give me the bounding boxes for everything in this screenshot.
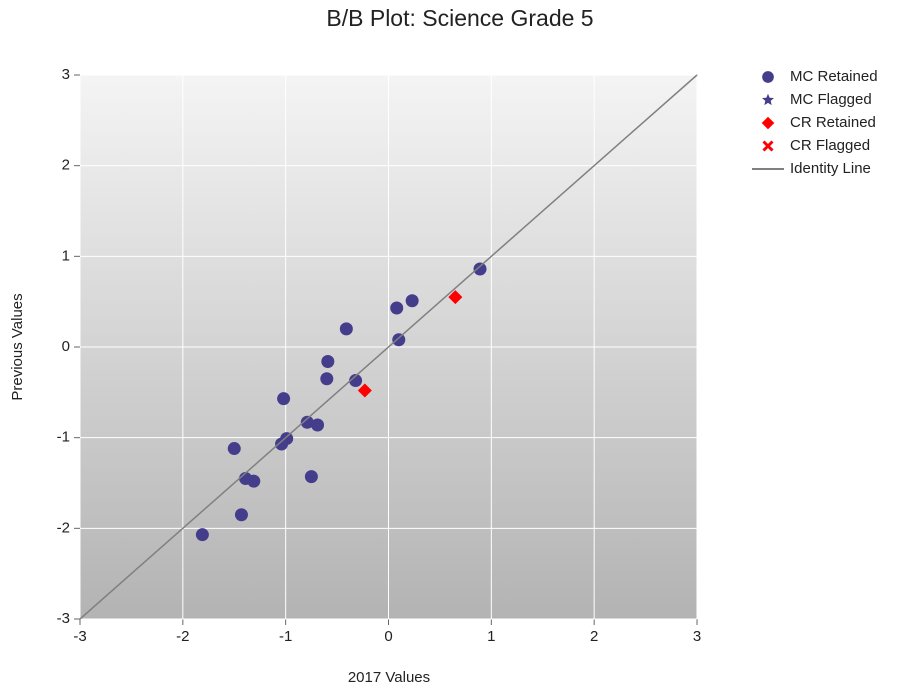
data-point [448, 290, 463, 305]
legend-symbol [762, 140, 774, 152]
data-point [392, 333, 406, 347]
data-point [227, 442, 241, 456]
data-point [247, 474, 261, 488]
y-tick-label: 0 [62, 338, 70, 355]
data-point [311, 418, 325, 432]
data-point [300, 415, 314, 429]
data-point [390, 301, 404, 315]
data-point [195, 528, 209, 542]
y-tick-label: 3 [62, 66, 70, 83]
data-point [405, 294, 419, 308]
data-point [320, 372, 334, 386]
data-point [234, 508, 248, 522]
x-tick-label: 1 [487, 628, 495, 645]
x-axis-label: 2017 Values [348, 669, 430, 686]
legend-symbol [761, 116, 775, 130]
legend-label: CR Retained [790, 114, 876, 131]
data-point [349, 374, 363, 388]
data-point [473, 262, 487, 276]
legend-label: MC Flagged [790, 91, 872, 108]
x-tick-label: -3 [73, 628, 86, 645]
x-tick-label: 2 [590, 628, 598, 645]
y-tick-label: -1 [57, 429, 70, 446]
x-tick-label: 0 [384, 628, 392, 645]
y-tick-label: -3 [57, 610, 70, 627]
legend-label: CR Flagged [790, 137, 870, 154]
legend-label: MC Retained [790, 68, 878, 85]
data-point [304, 470, 318, 484]
legend-label: Identity Line [790, 160, 871, 177]
data-point [275, 437, 289, 451]
identity-line [79, 74, 698, 620]
data-point [357, 383, 372, 398]
y-tick-label: -2 [57, 519, 70, 536]
legend-symbol [762, 93, 774, 106]
x-tick-label: 3 [693, 628, 701, 645]
chart-title: B/B Plot: Science Grade 5 [326, 5, 593, 31]
y-axis-label: Previous Values [9, 293, 26, 400]
y-tick-label: 1 [62, 247, 70, 264]
y-tick-label: 2 [62, 157, 70, 174]
data-point [321, 355, 335, 369]
legend-symbol [762, 71, 774, 83]
data-point [339, 322, 353, 336]
x-tick-label: -2 [176, 628, 189, 645]
x-tick-label: -1 [279, 628, 292, 645]
data-point [277, 392, 291, 406]
